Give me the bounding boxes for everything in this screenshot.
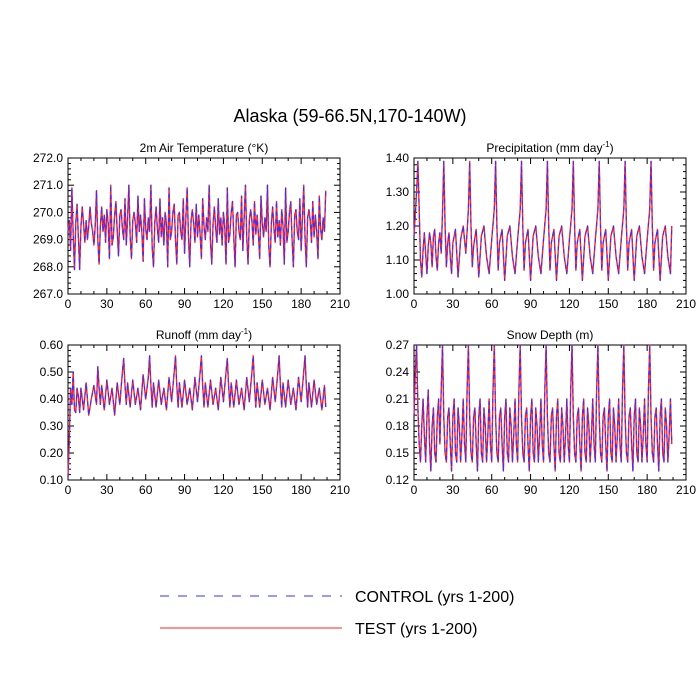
y-tick-label: 269.0: [33, 233, 63, 247]
y-tick-label: 0.15: [386, 446, 410, 460]
y-tick-label: 0.21: [386, 392, 410, 406]
y-tick-label: 271.0: [33, 178, 63, 192]
x-tick-label: 30: [100, 483, 114, 497]
y-tick-label: 272.0: [33, 151, 63, 165]
y-tick-label: 0.18: [386, 419, 410, 433]
x-tick-label: 90: [524, 483, 538, 497]
x-tick-label: 90: [178, 297, 192, 311]
y-tick-label: 1.00: [386, 287, 410, 301]
y-tick-label: 1.40: [386, 151, 410, 165]
x-tick-label: 120: [559, 483, 579, 497]
panel-title-text: 2m Air Temperature: [140, 141, 245, 155]
panel-title-close: ): [248, 328, 252, 342]
x-tick-label: 150: [252, 483, 272, 497]
x-tick-label: 30: [446, 483, 460, 497]
y-tick-label: 268.0: [33, 260, 63, 274]
x-tick-label: 90: [524, 297, 538, 311]
x-tick-label: 210: [330, 297, 350, 311]
x-tick-label: 30: [446, 297, 460, 311]
y-tick-label: 1.30: [386, 185, 410, 199]
x-tick-label: 210: [330, 483, 350, 497]
x-tick-label: 210: [676, 297, 696, 311]
y-tick-label: 0.24: [386, 365, 410, 379]
x-tick-label: 150: [598, 297, 618, 311]
panel-title-text: Runoff (mm day: [156, 328, 241, 342]
panel-snow-depth: Snow Depth (m) 0 30 60 90 120 150 180 210 0.12 0.…: [386, 328, 697, 497]
panel-runoff: Runoff (mm day-1) 0 30 60 90 120 150 180 210 0.1…: [40, 327, 351, 497]
x-tick-label: 180: [291, 483, 311, 497]
x-tick-label: 0: [65, 297, 72, 311]
x-tick-label: 60: [139, 483, 153, 497]
y-tick-label: 1.20: [386, 219, 410, 233]
x-tick-label: 180: [637, 483, 657, 497]
y-tick-label: 0.27: [386, 338, 410, 352]
series-line-control: [67, 184, 327, 271]
x-tick-label: 0: [65, 483, 72, 497]
x-tick-label: 210: [676, 483, 696, 497]
panel-precipitation: Precipitation (mm day-1) 0 30 60 90 120 150 18…: [386, 140, 697, 311]
x-tick-label: 120: [213, 483, 233, 497]
x-tick-label: 60: [485, 483, 499, 497]
y-tick-label: 267.0: [33, 287, 63, 301]
y-tick-label: 0.20: [40, 446, 64, 460]
y-tick-label: 0.12: [386, 473, 410, 487]
series-line-control: [413, 344, 673, 472]
panel-title-sup: -1: [602, 140, 610, 149]
series-line-test: [67, 355, 327, 478]
y-tick-label: 0.50: [40, 365, 64, 379]
y-tick-label: 0.30: [40, 419, 64, 433]
x-tick-label: 150: [252, 297, 272, 311]
x-tick-label: 180: [291, 297, 311, 311]
x-tick-label: 90: [178, 483, 192, 497]
series-line-control: [413, 160, 673, 281]
x-tick-label: 0: [411, 297, 418, 311]
legend: CONTROL (yrs 1-200) TEST (yrs 1-200): [160, 589, 514, 638]
legend-control-label: CONTROL (yrs 1-200): [355, 589, 514, 606]
panel-title-text: Precipitation (mm day: [486, 141, 602, 155]
panel-title-close: ): [610, 141, 614, 155]
panel-title-unit: (°K): [248, 141, 269, 155]
y-tick-label: 0.40: [40, 392, 64, 406]
x-tick-label: 30: [100, 297, 114, 311]
series-line-control: [67, 355, 327, 478]
x-tick-label: 120: [559, 297, 579, 311]
y-tick-label: 1.10: [386, 253, 410, 267]
x-tick-label: 120: [213, 297, 233, 311]
panel-title-sup: -1: [241, 327, 249, 336]
panel-title: Runoff (mm day-1): [156, 327, 252, 342]
page-title: Alaska (59-66.5N,170-140W): [233, 106, 466, 126]
x-tick-label: 180: [637, 297, 657, 311]
plot-frame: [67, 344, 341, 481]
x-tick-label: 60: [485, 297, 499, 311]
panel-title: Precipitation (mm day-1): [486, 140, 613, 155]
panel-air-temperature: 2m Air Temperature (°K) 0 30 60 90 120 150 180…: [33, 141, 350, 311]
panel-title: Snow Depth (m): [507, 328, 594, 342]
x-tick-label: 150: [598, 483, 618, 497]
y-tick-label: 0.10: [40, 473, 64, 487]
panel-title: 2m Air Temperature (°K): [140, 141, 269, 155]
x-tick-label: 60: [139, 297, 153, 311]
y-tick-label: 270.0: [33, 205, 63, 219]
y-tick-label: 0.60: [40, 338, 64, 352]
x-tick-label: 0: [411, 483, 418, 497]
legend-test-label: TEST (yrs 1-200): [355, 621, 477, 638]
panel-title-text: Snow Depth (m): [507, 328, 594, 342]
